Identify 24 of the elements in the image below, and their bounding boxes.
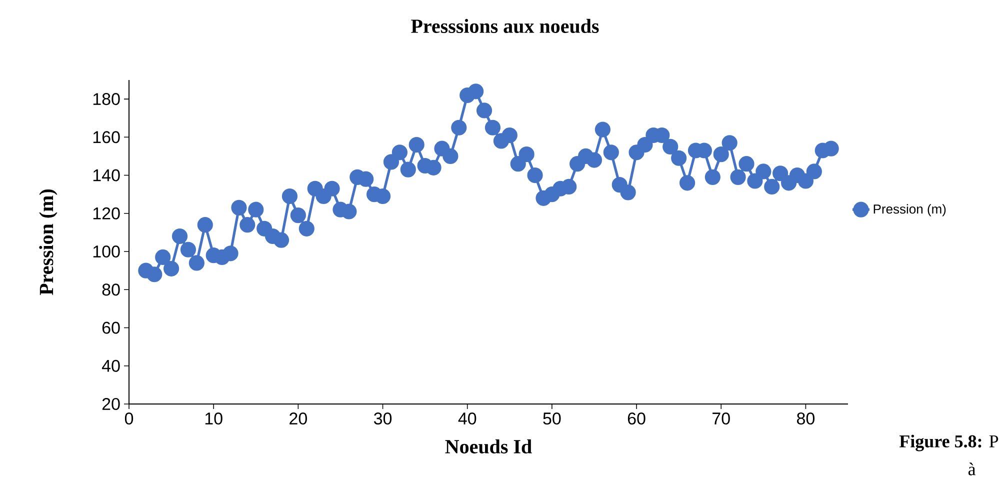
x-tick-label: 10 [205, 412, 222, 425]
legend-label: Pression (m) [874, 204, 946, 216]
y-tick-label: 100 [93, 245, 120, 258]
y-tick-label: 60 [102, 322, 120, 334]
y-tick-label: 140 [93, 169, 120, 182]
y-tick-label: 80 [102, 284, 120, 296]
y-tick-label: 160 [93, 131, 120, 144]
x-axis-title: Noeuds Id [445, 439, 532, 454]
x-tick-label: 40 [458, 412, 476, 425]
chart-title: Presssions aux noeuds [411, 18, 599, 34]
x-tick-label: 30 [374, 412, 392, 425]
x-tick-label: 20 [290, 412, 307, 425]
y-tick-label: 40 [102, 360, 120, 372]
x-tick-label: 70 [712, 412, 730, 425]
text: à [968, 462, 976, 476]
y-tick-label: 120 [93, 207, 120, 220]
x-tick-label: 80 [796, 412, 814, 425]
x-tick-label: 0 [124, 412, 134, 425]
text: Figure 5.8: P [899, 434, 998, 452]
x-tick-label: 50 [543, 412, 561, 425]
y-tick-label: 20 [102, 398, 120, 410]
x-tick-label: 60 [628, 412, 646, 425]
y-tick-label: 180 [93, 93, 120, 106]
y-axis-title: Pression (m) [39, 189, 58, 296]
